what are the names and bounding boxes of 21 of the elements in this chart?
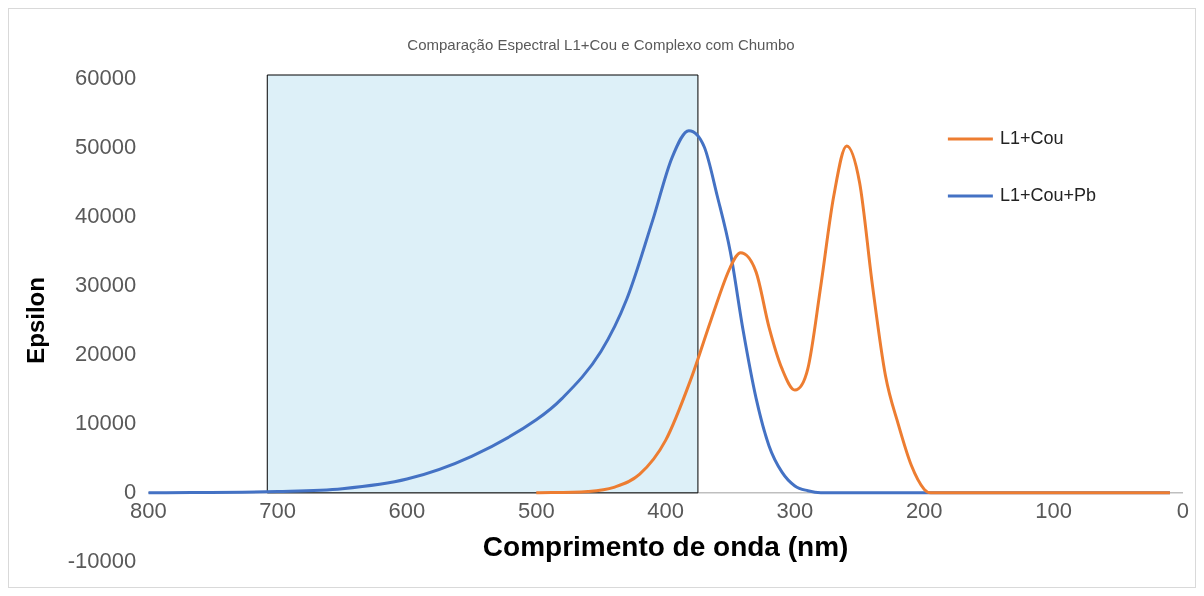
x-tick-label: 600: [388, 498, 426, 524]
line-series: [534, 144, 1172, 495]
x-tick-label: 500: [517, 498, 555, 524]
x-axis-title: Comprimento de onda (nm): [482, 530, 849, 562]
y-tick-label: -10000: [67, 547, 137, 573]
x-tick-label: 100: [1035, 498, 1072, 524]
x-tick-label: 700: [259, 498, 296, 524]
x-tick-label: 0: [1176, 498, 1190, 524]
y-tick-label: 50000: [75, 134, 137, 160]
x-tick-label: 300: [776, 498, 814, 524]
legend-label: L1+Cou+Pb: [999, 184, 1096, 205]
y-tick-label: 30000: [75, 271, 137, 297]
legend-label: L1+Cou: [999, 127, 1064, 148]
y-tick-label: 40000: [75, 203, 137, 229]
chart-title: Comparação Espectral L1+Cou e Complexo com Chumbo: [407, 36, 795, 54]
y-tick-label: 10000: [75, 409, 137, 435]
y-tick-label: 60000: [75, 65, 137, 91]
y-axis-title: Epsilon: [22, 277, 50, 364]
x-tick-label: 400: [647, 498, 684, 524]
y-tick-label: 20000: [75, 340, 137, 366]
x-tick-label: 200: [905, 498, 943, 524]
